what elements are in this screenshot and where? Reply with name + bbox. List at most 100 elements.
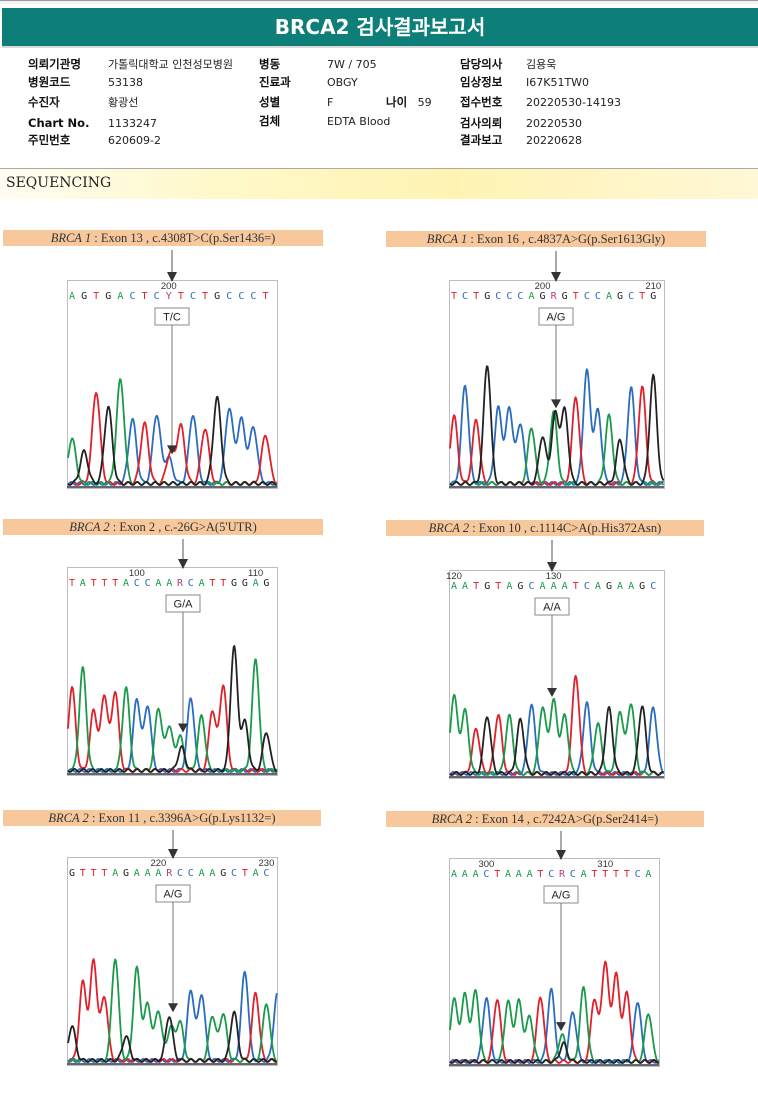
base-call: A [69, 291, 75, 302]
trace-g [449, 365, 665, 486]
pointer-arrow-icon [547, 562, 557, 572]
variant-detail: : Exon 13 , c.4308T>C(p.Ser1436=) [91, 231, 276, 245]
pointer-arrow-icon [551, 272, 561, 282]
gene-name: BRCA 2 [69, 520, 110, 534]
info-row: 검체 EDTA Blood [259, 114, 390, 129]
chromatogram-panel: G T T T A G A A A R C C A A G C T A C 220 230 A/G [57, 828, 287, 1069]
position-label: 130 [546, 571, 562, 582]
base-call: G [263, 578, 269, 589]
trace-g [67, 395, 277, 486]
base-call: R [177, 578, 184, 589]
base-call: T [91, 868, 97, 879]
base-call: A [628, 581, 634, 592]
base-call: G [517, 581, 523, 592]
base-call: G [650, 291, 656, 302]
genotype-call: A/A [543, 602, 561, 614]
base-call: A [123, 578, 129, 589]
base-call: A [155, 868, 161, 879]
base-call: T [573, 291, 579, 302]
pointer-arrow-icon [168, 849, 178, 859]
genotype-call: T/C [163, 312, 181, 324]
gene-name: BRCA 1 [426, 232, 468, 246]
base-call: A [527, 869, 533, 880]
gene-name: BRCA 2 [48, 811, 89, 825]
position-label: 120 [446, 571, 462, 582]
info-value: I67K51TW0 [526, 76, 590, 89]
trace-g [449, 1041, 659, 1064]
info-key: 검체 [259, 114, 281, 128]
base-call: G [214, 291, 220, 302]
base-call: T [142, 291, 148, 302]
base-call: A [209, 868, 215, 879]
base-call: T [591, 869, 597, 880]
base-call: C [635, 869, 641, 880]
chromatogram-panel: A A A C T A A A T C R C A T T T T C A 300 310 A/G [439, 829, 669, 1070]
base-call: A [112, 868, 118, 879]
base-call: G [242, 578, 248, 589]
base-call: C [495, 291, 501, 302]
base-call: T [451, 291, 457, 302]
base-call: R [166, 868, 173, 879]
base-call: A [199, 868, 205, 879]
base-call: A [606, 291, 612, 302]
info-value: 7W / 705 [327, 58, 377, 71]
gene-name: BRCA 2 [428, 521, 470, 535]
base-call: C [188, 578, 194, 589]
base-call: G [606, 581, 612, 592]
info-key: 수진자 [28, 95, 60, 109]
trace-c [67, 407, 278, 486]
variant-detail: : Exon 11 , c.3396A>G(p.Lys1132=) [88, 811, 276, 825]
base-call: G [123, 868, 129, 879]
info-key: 임상정보 [460, 75, 503, 89]
base-call: G [105, 291, 111, 302]
info-row: 담당의사 김용욱 [460, 57, 556, 72]
base-call: T [91, 578, 97, 589]
base-call: T [537, 869, 543, 880]
trace-a [449, 410, 664, 486]
variant-label: BRCA 2 : Exon 14 , c.7242A>G(p.Ser2414=) [386, 811, 704, 827]
report-title: BRCA2 검사결과보고서 [2, 8, 758, 48]
base-call: C [263, 868, 269, 879]
variant-label: BRCA 1 : Exon 16 , c.4837A>G(p.Ser1613Gl… [386, 231, 706, 247]
base-call: A [516, 869, 522, 880]
info-value: 20220530-14193 [526, 96, 621, 109]
base-call: T [242, 868, 248, 879]
base-call: C [570, 869, 576, 880]
info-value: EDTA Blood [327, 115, 391, 128]
base-call: A [617, 581, 623, 592]
base-call: C [190, 291, 196, 302]
genotype-call: A/G [552, 890, 571, 902]
base-call: C [483, 869, 489, 880]
info-row: Chart No. 1133247 [28, 116, 157, 131]
variant-arrow-icon [547, 688, 557, 698]
info-key: 검사의뢰 [460, 116, 503, 130]
base-call: A [451, 581, 457, 592]
variant-label: BRCA 2 : Exon 2 , c.-26G>A(5'UTR) [3, 519, 323, 535]
base-call: A [562, 581, 568, 592]
genotype-call: A/G [164, 889, 183, 901]
genotype-call: G/A [174, 599, 194, 611]
base-call: T [101, 578, 107, 589]
variant-detail: : Exon 14 , c.7242A>G(p.Ser2414=) [472, 812, 659, 826]
trace-g [67, 645, 278, 773]
base-call: T [220, 578, 226, 589]
position-label: 220 [150, 858, 166, 869]
base-call: C [226, 291, 232, 302]
base-call: C [517, 291, 523, 302]
position-label: 300 [478, 859, 494, 870]
info-row: 접수번호 20220530-14193 [460, 95, 621, 110]
info-row: 결과보고 20220628 [460, 133, 582, 148]
base-call: T [473, 581, 479, 592]
base-call: A [117, 291, 123, 302]
base-call: T [495, 581, 501, 592]
base-call: C [250, 291, 256, 302]
base-call: T [80, 868, 86, 879]
info-row: 진료과 OBGY [259, 75, 358, 90]
info-value: 20220628 [526, 134, 582, 147]
pointer-arrow-icon [556, 850, 566, 860]
age-key: 나이 [386, 95, 408, 109]
base-call: T [178, 291, 184, 302]
variant-arrow-icon [551, 399, 561, 409]
base-call: C [506, 291, 512, 302]
